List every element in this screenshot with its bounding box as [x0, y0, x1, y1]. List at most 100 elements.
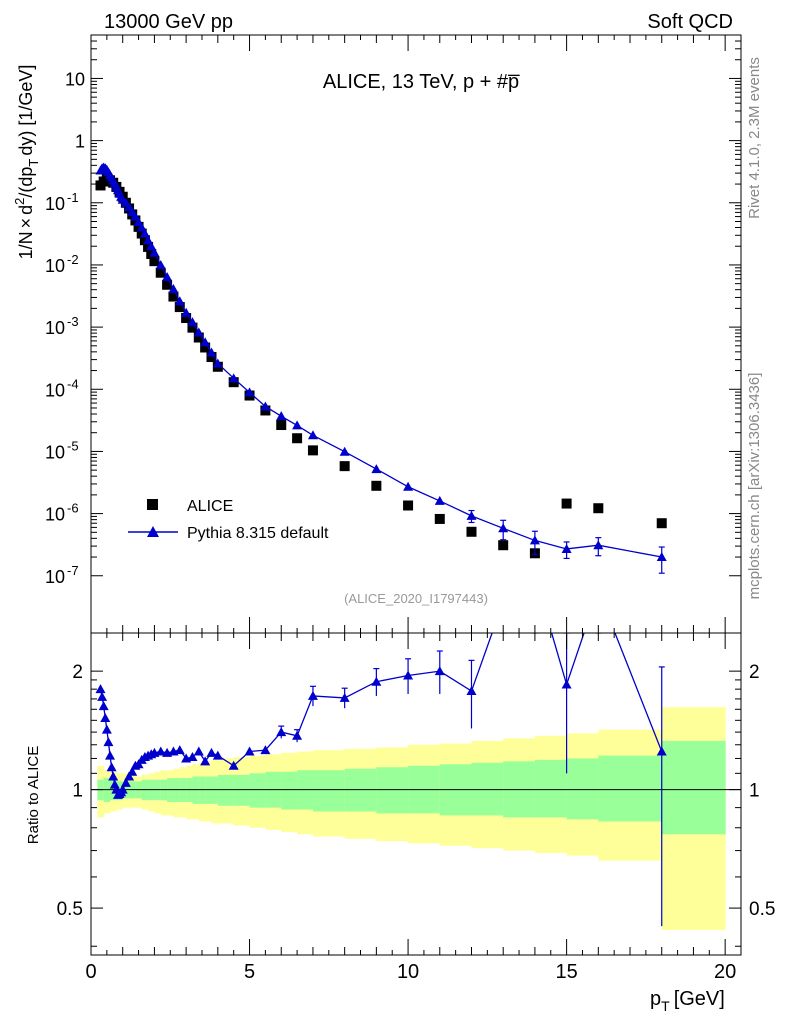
data-point: [200, 342, 211, 353]
band-inner-bin: [598, 755, 663, 822]
mc-point: [200, 337, 211, 347]
data-point: [593, 503, 604, 514]
data-point: [276, 420, 287, 431]
main-y-tick-exponent: -4: [67, 376, 79, 391]
ratio-point: [466, 686, 477, 696]
mc-line: [99, 166, 662, 558]
mc-point: [529, 535, 540, 545]
mc-point: [212, 358, 223, 368]
main-frame: [90, 34, 742, 634]
mc-point: [181, 307, 192, 317]
band-inner-bin: [233, 774, 251, 806]
ratio-point: [106, 762, 117, 772]
data-point: [143, 241, 154, 252]
mc-point: [561, 543, 572, 553]
ratio-y-tick-label-left: 2: [72, 662, 83, 683]
x-tick-label: 0: [85, 961, 96, 983]
ratio-point: [117, 784, 128, 794]
data-point: [307, 445, 318, 456]
x-tick-label: 5: [244, 961, 255, 983]
ratio-point: [656, 746, 667, 756]
ratio-point: [434, 666, 445, 676]
data-point: [193, 332, 204, 343]
data-point: [139, 235, 150, 246]
ratio-point: [307, 690, 318, 700]
main-y-label-sq: 2: [12, 198, 27, 205]
ratio-point: [260, 745, 271, 755]
x-tick-label: 20: [714, 961, 736, 983]
main-y-tick-label: 10: [65, 69, 85, 89]
mc-point: [228, 373, 239, 383]
ratio-point: [97, 691, 108, 701]
mc-point: [466, 510, 477, 520]
ratio-y-axis-label: Ratio to ALICE: [25, 746, 42, 844]
mc-point: [276, 411, 287, 421]
ratio-point: [124, 771, 135, 781]
main-y-label-b: /(dp: [16, 167, 36, 198]
main-y-tick-mantissa: 10: [45, 442, 65, 462]
ratio-point: [187, 752, 198, 762]
x-label-sub: T: [661, 998, 670, 1014]
main-y-tick-exponent: -3: [67, 314, 79, 329]
mc-point: [307, 430, 318, 440]
mc-point: [593, 540, 604, 550]
ratio-point: [371, 676, 382, 686]
main-y-tick-mantissa: 10: [45, 194, 65, 214]
data-point: [168, 291, 179, 302]
main-y-tick-exponent: -7: [67, 563, 79, 578]
main-y-label-times: ×: [16, 218, 36, 229]
ratio-point: [98, 701, 109, 711]
ratio-y-tick-label-right: 1: [749, 781, 760, 802]
ratio-point: [193, 746, 204, 756]
data-point: [206, 352, 217, 363]
ratio-point: [100, 713, 111, 723]
mc-point: [162, 271, 173, 281]
main-y-tick-label: 10: [45, 442, 65, 462]
main-y-tick-mantissa: 10: [45, 380, 65, 400]
ratio-point: [103, 737, 114, 747]
data-point: [371, 480, 382, 491]
main-y-tick-label: 10: [45, 256, 65, 276]
main-y-label-d: d: [16, 205, 36, 215]
mc-point: [143, 235, 154, 245]
data-point: [561, 498, 572, 509]
data-point: [403, 500, 414, 511]
ratio-y-tick-label-left: 0.5: [57, 899, 83, 920]
data-point: [136, 228, 147, 239]
ratio-point: [228, 760, 239, 770]
ratio-point: [95, 684, 106, 694]
ratio-y-tick-label-left: 1: [72, 781, 83, 802]
data-point: [133, 221, 144, 232]
ratio-point: [174, 745, 185, 755]
main-y-tick-exponent: -5: [67, 438, 79, 453]
mc-point: [434, 495, 445, 505]
rivet-version-label: Rivet 4.1.0, 2.3M events: [746, 57, 763, 219]
main-y-tick-label: 10: [45, 505, 65, 525]
ratio-frame: [90, 632, 742, 956]
ratio-point: [155, 746, 166, 756]
data-point: [260, 405, 271, 416]
ratio-point: [403, 670, 414, 680]
experiment-title: ALICE, 13 TeV, p + #p̅: [323, 71, 520, 93]
data-point: [155, 267, 166, 278]
main-y-tick-mantissa: 10: [45, 567, 65, 587]
mc-point: [168, 284, 179, 294]
band-inner-bin: [205, 776, 212, 804]
band-inner-bin: [661, 740, 726, 835]
ratio-point: [200, 756, 211, 766]
mc-point: [193, 327, 204, 337]
data-point: [187, 322, 198, 333]
main-y-tick-exponent: -1: [67, 190, 79, 205]
legend-mc-label: Pythia 8.315 default: [187, 525, 329, 542]
mcplots-source-label: mcplots.cern.ch [arXiv:1306.3436]: [746, 373, 763, 600]
mc-point: [656, 552, 667, 562]
main-y-tick-label: 10: [45, 380, 65, 400]
x-tick-label: 10: [397, 961, 419, 983]
data-point: [149, 256, 160, 267]
ratio-point: [105, 750, 116, 760]
main-y-tick-label: 10: [45, 567, 65, 587]
legend-data-label: ALICE: [187, 498, 233, 515]
x-tick-label: 15: [555, 961, 577, 983]
mc-point: [498, 523, 509, 533]
